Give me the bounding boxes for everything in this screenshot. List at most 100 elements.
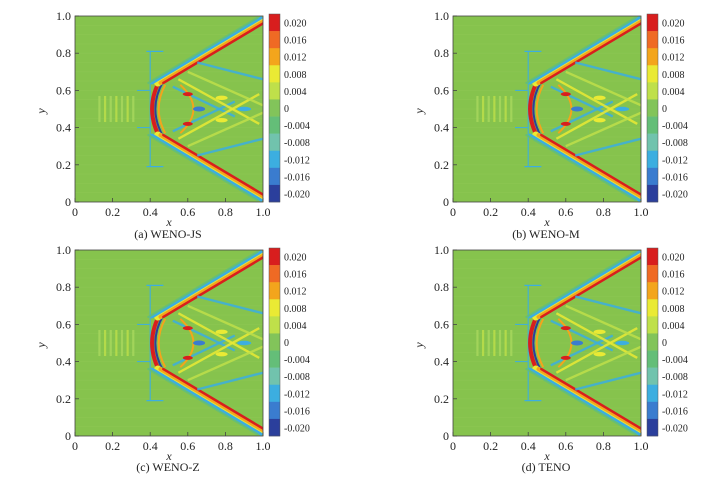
colorbar-label: 0 [284, 338, 289, 349]
vortex-blob [593, 329, 606, 335]
bow-shock-inner [154, 314, 165, 372]
reflected-wave [565, 304, 641, 341]
colorbar-swatch [269, 299, 280, 317]
reflected-wave [187, 70, 263, 107]
oblique-shock-lower [147, 368, 259, 436]
vortex-blob [182, 355, 193, 360]
colorbar-frame [646, 13, 659, 203]
reflected-wave [187, 345, 263, 382]
oblique-shock-upper [540, 22, 641, 85]
colorbar-label: -0.004 [284, 355, 310, 366]
reflected-wave [196, 61, 263, 81]
oblique-shock-upper [147, 16, 259, 84]
y-tick-label: 0.8 [434, 280, 449, 294]
reflected-wave [177, 327, 260, 374]
colorbar-label: -0.008 [662, 138, 688, 149]
vortex-blob [593, 351, 606, 357]
colorbar-swatch [269, 401, 280, 420]
colorbar-swatch [647, 333, 658, 351]
colorbar-swatch [647, 116, 658, 134]
vortex-blob [571, 106, 584, 112]
vortex-blob [215, 95, 228, 101]
bow-shock-inner [535, 84, 545, 134]
colorbar-swatch [269, 350, 280, 368]
oblique-shock-lower [150, 367, 263, 436]
vortex-blob [560, 121, 571, 126]
x-axis-label: x [543, 215, 550, 229]
colorbar-swatch [269, 65, 280, 83]
colorbar-label: 0 [284, 104, 289, 115]
colorbar-swatch [269, 82, 280, 100]
panel-a: 0 0.2 0.4 0.6 0.8 1.0 0 0.2 0.4 0.6 0.8 1.0 x y (a) WE… [34, 9, 310, 241]
vortex-blob [237, 106, 252, 112]
colorbar-label: 0.020 [284, 253, 307, 264]
y-axis-label: y [412, 108, 426, 115]
y-tick-label: 1.0 [434, 9, 449, 23]
colorbar-swatch [647, 65, 658, 83]
plot-frame [452, 15, 642, 203]
vortex-blob [615, 340, 630, 346]
oblique-shock-upper [147, 250, 259, 318]
oblique-shock-lower [150, 133, 263, 202]
reflected-wave [550, 319, 614, 352]
vortex-blob [182, 326, 193, 331]
colorbar-swatch [269, 184, 280, 203]
colorbar-label: 0.020 [284, 19, 307, 30]
colorbar: 0.020 0.016 0.012 0.008 0.004 0 -0.004 -0.008 -0… [268, 247, 310, 437]
x-axis-label: x [165, 449, 172, 463]
colorbar-label: 0.012 [662, 53, 685, 64]
y-tick-label: 0.2 [434, 392, 449, 406]
colorbar-swatch [647, 265, 658, 283]
vortex-blob [215, 351, 228, 357]
colorbar-swatch [647, 167, 658, 186]
y-tick-label: 0.4 [56, 355, 71, 369]
y-axis-label: y [34, 108, 48, 115]
y-tick-label: 0.2 [434, 158, 449, 172]
y-tick-label: 1.0 [434, 243, 449, 257]
y-tick-label: 0.4 [434, 121, 449, 135]
colorbar-label: -0.012 [662, 389, 688, 400]
colorbar-label: 0.004 [284, 321, 307, 332]
colorbar-label: -0.020 [284, 423, 310, 434]
vortex-blob [593, 117, 606, 123]
vortex-blob [593, 95, 606, 101]
colorbar-label: -0.016 [284, 172, 310, 183]
reflected-wave [574, 61, 641, 81]
reflected-wave [550, 100, 614, 133]
colorbar-swatch [269, 167, 280, 186]
reflected-wave [172, 100, 236, 133]
reflected-wave [172, 85, 236, 118]
y-axis-label: y [412, 342, 426, 349]
colorbar-label: -0.020 [662, 423, 688, 434]
colorbar-swatch [647, 418, 658, 437]
reflected-wave [565, 111, 641, 148]
colorbar-label: -0.016 [662, 406, 688, 417]
colorbar-swatch [269, 31, 280, 49]
colorbar-swatch [647, 384, 658, 403]
colorbar-swatch [269, 116, 280, 134]
colorbar-label: -0.016 [284, 406, 310, 417]
colorbar-label: 0.008 [284, 304, 307, 315]
colorbar-label: 0.008 [284, 70, 307, 81]
colorbar-label: -0.012 [662, 155, 688, 166]
oblique-shock-lower [536, 367, 641, 433]
panel-caption: (a) WENO-JS [134, 227, 201, 241]
x-tick-label: 0.6 [180, 439, 195, 453]
oblique-shock-upper [158, 19, 263, 85]
oblique-shock-upper [540, 256, 641, 319]
oblique-shock-lower [147, 134, 259, 202]
colorbar-swatch [647, 184, 658, 203]
bow-shock-inner [532, 80, 543, 138]
colorbar-swatch [269, 48, 280, 66]
y-tick-label: 0.8 [56, 280, 71, 294]
colorbar-label: 0.020 [662, 19, 685, 30]
x-axis-label: x [165, 215, 172, 229]
colorbar-swatch [647, 99, 658, 117]
reflected-wave [177, 312, 260, 359]
reflected-wave [187, 111, 263, 148]
colorbar-label: -0.016 [662, 172, 688, 183]
x-tick-label: 0.6 [180, 205, 195, 219]
y-tick-label: 0 [443, 195, 449, 209]
colorbar-label: -0.004 [662, 121, 688, 132]
